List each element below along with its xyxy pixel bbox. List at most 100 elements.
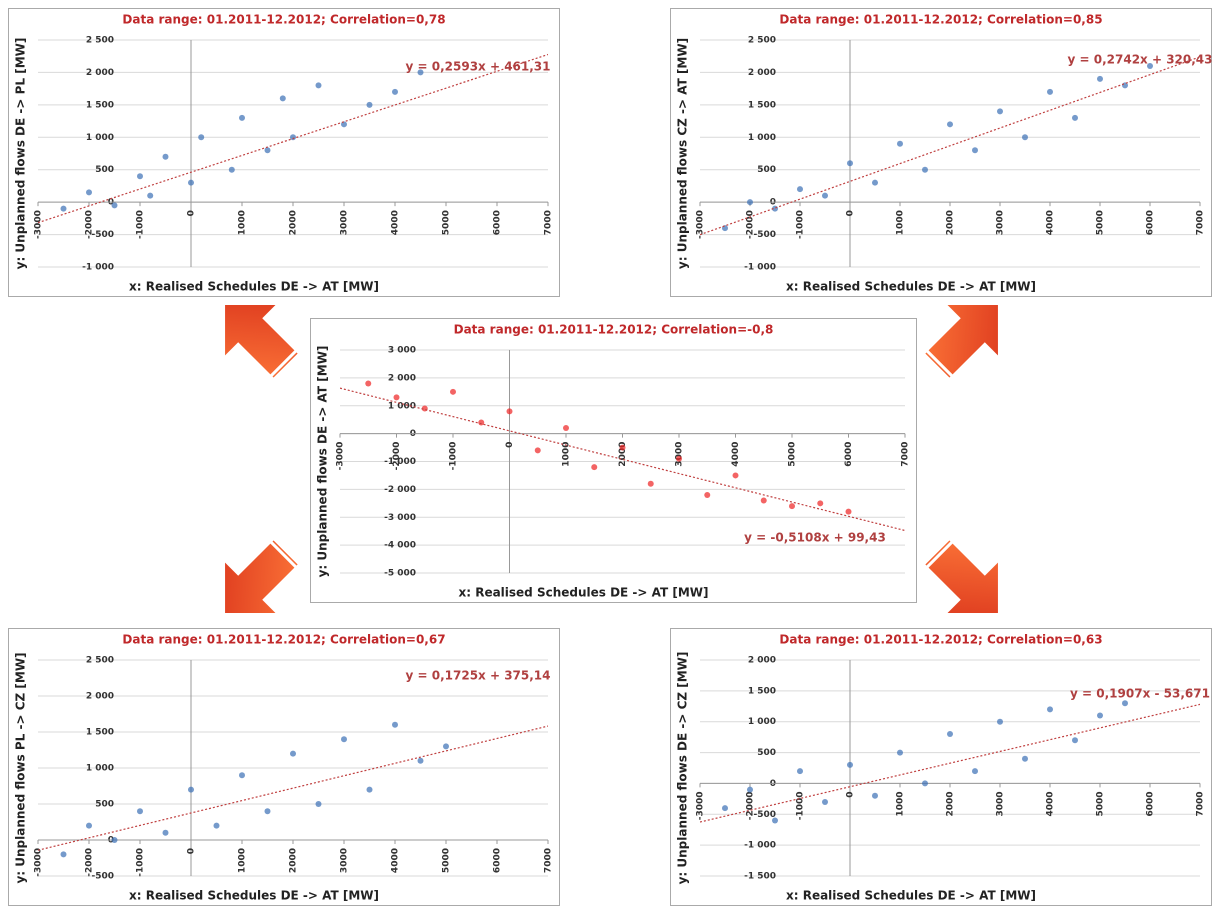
chart: -1 000-50005001 0001 5002 0002 500-3000-…: [9, 9, 560, 297]
point: [86, 189, 92, 195]
x-tick-label: 5000: [442, 210, 452, 235]
point: [316, 82, 322, 88]
point: [648, 481, 654, 487]
y-tick-label: 2 000: [86, 692, 114, 702]
point: [418, 758, 424, 764]
x-tick-label: 1000: [238, 210, 248, 235]
x-tick-label: -1000: [796, 791, 806, 820]
chart-title: Data range: 01.2011-12.2012; Correlation…: [779, 633, 1102, 647]
x-tick-label: 0: [187, 210, 197, 216]
point: [535, 447, 541, 453]
point: [817, 500, 823, 506]
page: -1 000 -500 0 500 1 000 1 500 2 000 2 500 -3000 -…: [0, 0, 1213, 911]
x-axis-label: x: Realised Schedules DE -> AT [MW]: [786, 889, 1036, 903]
point: [1022, 756, 1028, 762]
point: [1047, 706, 1053, 712]
point: [972, 147, 978, 153]
point: [1122, 700, 1128, 706]
y-tick-label: -500: [753, 230, 776, 240]
y-tick-label: 1 000: [748, 133, 776, 143]
point: [1022, 134, 1028, 140]
x-tick-label: 6000: [1146, 210, 1156, 235]
point: [163, 154, 169, 160]
x-tick-label: 6000: [844, 442, 854, 467]
point: [280, 95, 286, 101]
point: [922, 780, 928, 786]
x-tick-label: 4000: [391, 210, 401, 235]
y-tick-label: 1 000: [388, 401, 416, 411]
y-tick-label: -5 000: [384, 569, 416, 579]
point: [822, 799, 828, 805]
x-tick-label: 0: [846, 791, 856, 797]
arrow: [910, 525, 1026, 641]
point: [341, 736, 347, 742]
point: [392, 722, 398, 728]
y-tick-label: 1 500: [86, 728, 114, 738]
trendline-label: y = 0,2742x + 320,43: [1068, 53, 1213, 67]
x-tick-label: -2000: [85, 848, 95, 877]
point: [61, 851, 67, 857]
y-tick-label: 2 000: [388, 373, 416, 383]
y-tick-label: 2 500: [748, 36, 776, 46]
point: [563, 425, 569, 431]
x-axis-label: x: Realised Schedules DE -> AT [MW]: [129, 280, 379, 294]
y-tick-label: 1 500: [748, 100, 776, 110]
point: [188, 787, 194, 793]
chart-title: Data range: 01.2011-12.2012; Correlation…: [779, 13, 1102, 27]
point: [478, 419, 484, 425]
chart-title: Data range: 01.2011-12.2012; Correlation…: [122, 13, 445, 27]
x-tick-label: 0: [187, 848, 197, 854]
x-tick-label: -2000: [392, 442, 402, 471]
x-tick-label: 1000: [238, 848, 248, 873]
point: [1072, 115, 1078, 121]
x-tick-label: -2000: [85, 210, 95, 239]
point: [188, 180, 194, 186]
y-tick-label: 500: [95, 165, 114, 175]
point: [797, 186, 803, 192]
point: [1097, 713, 1103, 719]
y-tick-label: 2 000: [748, 68, 776, 78]
x-tick-label: 6000: [493, 848, 503, 873]
x-tick-label: 3000: [996, 791, 1006, 816]
trendline-label: y = 0,1725x + 375,14: [406, 669, 551, 683]
point: [704, 492, 710, 498]
point: [239, 115, 245, 121]
point: [897, 141, 903, 147]
y-tick-label: -1 000: [744, 263, 776, 273]
x-tick-label: -3000: [696, 791, 706, 820]
chart-title: Data range: 01.2011-12.2012; Correlation…: [454, 323, 774, 337]
chart-frame: [9, 9, 560, 297]
x-tick-label: 3000: [996, 210, 1006, 235]
point: [229, 167, 235, 173]
y-tick-label: 1 500: [748, 686, 776, 696]
point: [747, 787, 753, 793]
point: [797, 768, 803, 774]
x-tick-label: 4000: [731, 442, 741, 467]
y-tick-label: 500: [757, 748, 776, 758]
point: [897, 750, 903, 756]
y-tick-label: 500: [95, 800, 114, 810]
y-tick-label: -2 000: [384, 485, 416, 495]
point: [847, 160, 853, 166]
x-axis-label: x: Realised Schedules DE -> AT [MW]: [129, 889, 379, 903]
trendline-label: y = 0,2593x + 461,31: [406, 60, 551, 74]
y-tick-label: -500: [91, 872, 114, 882]
point: [1097, 76, 1103, 82]
point: [947, 121, 953, 127]
point: [922, 167, 928, 173]
point: [872, 793, 878, 799]
x-tick-label: -1000: [136, 848, 146, 877]
trendline-label: y = 0,1907x - 53,671: [1070, 687, 1210, 701]
x-tick-label: 2000: [946, 210, 956, 235]
point: [676, 456, 682, 462]
point: [772, 817, 778, 823]
point: [450, 389, 456, 395]
point: [265, 808, 271, 814]
point: [507, 408, 513, 414]
point: [198, 134, 204, 140]
x-tick-label: 2000: [946, 791, 956, 816]
x-tick-label: 7000: [1196, 210, 1206, 235]
point: [137, 808, 143, 814]
point: [86, 823, 92, 829]
